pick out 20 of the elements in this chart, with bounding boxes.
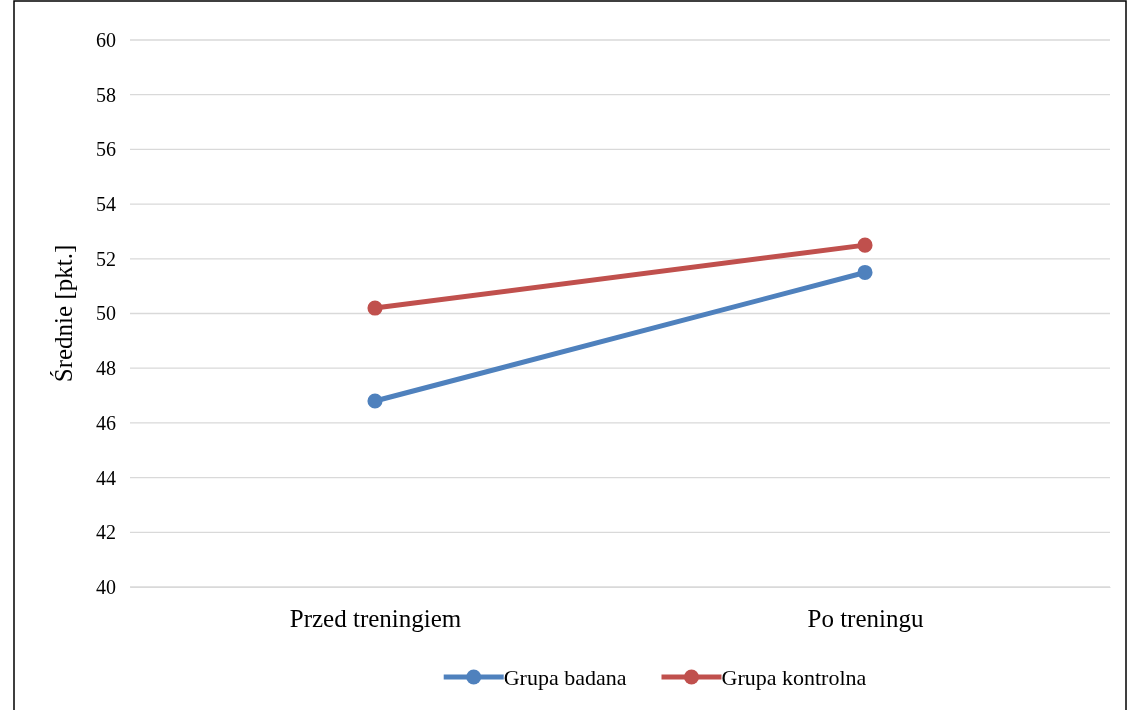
y-axis-title: Średnie [pkt.] xyxy=(50,244,77,383)
y-tick-label: 56 xyxy=(96,138,116,161)
point xyxy=(857,237,873,253)
x-tick-label: Przed treningiem xyxy=(289,604,462,632)
point xyxy=(367,300,383,316)
legend-label: Grupa badana xyxy=(503,664,627,690)
y-tick-label: 40 xyxy=(96,575,116,598)
y-tick-label: 44 xyxy=(96,466,116,489)
y-tick-label: 60 xyxy=(96,28,116,51)
y-tick-label: 52 xyxy=(96,247,116,270)
point xyxy=(367,393,383,409)
legend-label: Grupa kontrolna xyxy=(721,664,867,690)
y-tick-label: 48 xyxy=(96,357,116,380)
point xyxy=(857,264,873,281)
x-tick-label: Po treningu xyxy=(807,604,924,632)
y-tick-label: 46 xyxy=(96,411,116,434)
y-tick-label: 42 xyxy=(96,521,116,544)
y-tick-label: 50 xyxy=(96,302,116,325)
y-tick-label: 58 xyxy=(96,83,116,106)
y-tick-label: 54 xyxy=(96,193,116,215)
